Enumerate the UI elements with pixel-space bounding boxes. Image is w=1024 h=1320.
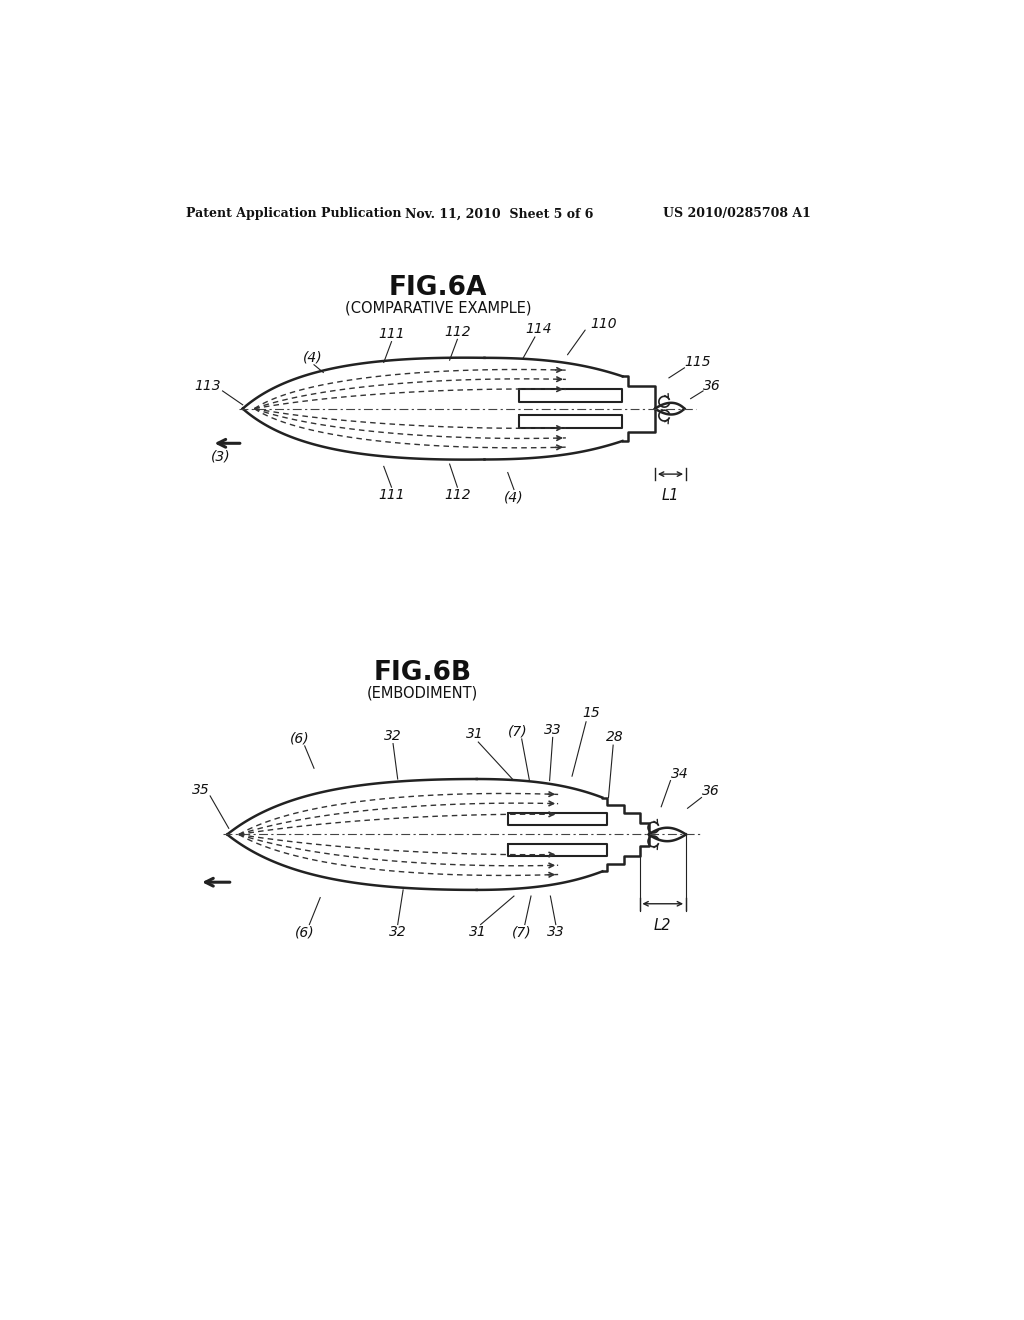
Text: (6): (6) — [295, 925, 314, 940]
Text: FIG.6B: FIG.6B — [374, 660, 472, 686]
Text: 112: 112 — [444, 325, 471, 339]
Text: (4): (4) — [504, 490, 523, 504]
Text: 112: 112 — [444, 488, 471, 502]
Text: L2: L2 — [654, 917, 672, 933]
Text: (COMPARATIVE EXAMPLE): (COMPARATIVE EXAMPLE) — [345, 300, 531, 315]
Text: 15: 15 — [583, 706, 600, 719]
Text: Nov. 11, 2010  Sheet 5 of 6: Nov. 11, 2010 Sheet 5 of 6 — [406, 207, 594, 220]
Text: (7): (7) — [508, 725, 527, 738]
Text: (EMBODIMENT): (EMBODIMENT) — [367, 685, 478, 701]
Text: 32: 32 — [384, 729, 402, 743]
Text: 34: 34 — [671, 767, 688, 781]
Text: 36: 36 — [703, 379, 721, 392]
Text: 111: 111 — [378, 488, 404, 502]
Text: Patent Application Publication: Patent Application Publication — [186, 207, 401, 220]
Text: 31: 31 — [466, 727, 484, 742]
Text: 115: 115 — [684, 355, 711, 370]
Text: 33: 33 — [544, 723, 561, 737]
Text: 110: 110 — [590, 317, 616, 331]
Text: US 2010/0285708 A1: US 2010/0285708 A1 — [663, 207, 811, 220]
Text: FIG.6A: FIG.6A — [389, 275, 487, 301]
Text: 111: 111 — [378, 327, 404, 341]
Text: 113: 113 — [195, 379, 221, 392]
Text: 33: 33 — [547, 925, 564, 940]
Text: 114: 114 — [525, 322, 552, 337]
Text: (3): (3) — [211, 449, 230, 463]
Text: 35: 35 — [191, 783, 209, 797]
Text: 28: 28 — [606, 730, 624, 744]
Text: 32: 32 — [389, 925, 407, 940]
Text: (4): (4) — [303, 350, 323, 364]
Text: (6): (6) — [290, 731, 310, 746]
Text: 31: 31 — [469, 925, 487, 940]
Text: L1: L1 — [662, 488, 679, 503]
Text: 36: 36 — [701, 784, 719, 799]
Text: (7): (7) — [512, 925, 531, 940]
